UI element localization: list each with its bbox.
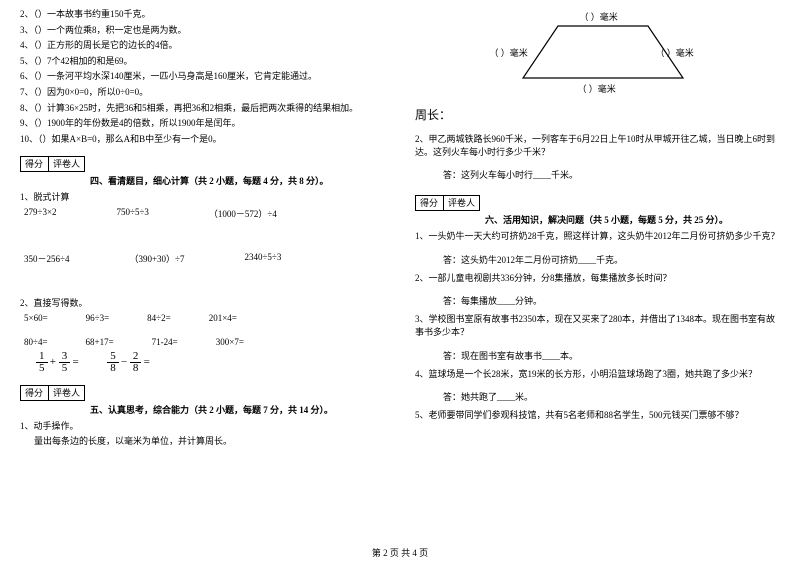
right-column: （ ）毫米 （ ）毫米 （ ）毫米 （ ）毫米 周长： 2、甲乙两城铁路长960… [415,8,780,451]
perimeter-label: 周长： [415,106,780,123]
tf-item: 8、（）计算36×25时，先把36和5相乘，再把36和2相乘，最后把两次乘得的结… [20,102,385,115]
score-label: 得分 [416,196,444,210]
tf-num: 6、（ [20,71,38,81]
score-box: 得分 评卷人 [415,195,480,211]
calc-expr: 300×7= [216,337,244,347]
calc-expr: 2340÷5÷3 [244,252,281,265]
calc-row: 279÷3×2 750÷5÷3 （1000－572）÷4 [20,207,385,220]
q6-2: 2、一部儿童电视剧共336分钟，分8集播放，每集播放多长时间？ [415,272,780,285]
tf-item: 9、（）1900年的年份数是4的倍数，所以1900年是闰年。 [20,117,385,130]
q5-1-sub: 量出每条边的长度，以毫米为单位，并计算周长。 [20,435,385,448]
tf-num: 3、（ [20,25,38,35]
tf-text: ）一条河平均水深140厘米，一匹小马身高是160厘米，它肯定能通过。 [38,71,317,81]
fraction: 15 [36,351,48,374]
fraction: 35 [59,351,71,374]
calc-expr: 96÷3= [86,313,110,323]
equals: = [144,355,150,367]
left-column: 2、（）一本故事书约重150千克。 3、（）一个两位乘8，积一定也是两为数。 4… [20,8,385,451]
q5-1: 1、动手操作。 [20,420,385,433]
trap-label-bottom: （ ）毫米 [578,82,616,95]
section-4-title: 四、看清题目，细心计算（共 2 小题，每题 4 分，共 8 分）。 [90,174,385,187]
calc-expr: 350－256÷4 [24,252,69,265]
tf-item: 4、（）正方形的周长是它的边长的4倍。 [20,39,385,52]
calc2-title: 2、直接写得数。 [20,297,385,310]
equals: = [72,355,78,367]
tf-num: 10、（ [20,134,43,144]
trap-label-right: （ ）毫米 [656,46,694,59]
fraction-row: 15 + 35 = 58 − 28 = [20,351,385,374]
a6-4: 答：她共跑了____米。 [415,390,780,403]
q6-3: 3、学校图书室原有故事书2350本，现在又买来了280本，并借出了1348本。现… [415,313,780,338]
tf-item: 7、（）因为0×0=0，所以0÷0=0。 [20,86,385,99]
calc-row: 5×60= 96÷3= 84÷2= 201×4= [20,313,385,323]
calc1-title: 1、脱式计算 [20,191,385,204]
calc-expr: 201×4= [209,313,237,323]
calc-expr: 68+17= [86,337,114,347]
q6-1: 1、一头奶牛一天大约可挤奶28千克，照这样计算，这头奶牛2012年二月份可挤奶多… [415,230,780,243]
tf-text: ）因为0×0=0，所以0÷0=0。 [38,87,148,97]
tf-num: 9、（ [20,118,38,128]
tf-num: 5、（ [20,56,38,66]
calc-expr: 279÷3×2 [24,207,57,220]
page-footer: 第 2 页 共 4 页 [0,546,800,559]
a6-3: 答：现在图书室有故事书____本。 [415,349,780,362]
fraction: 28 [130,351,142,374]
tf-item: 5、（）7个42相加的和是69。 [20,55,385,68]
right-q2: 2、甲乙两城铁路长960千米，一列客车于6月22日上午10时从甲城开往乙城，当日… [415,133,780,158]
tf-text: ）一个两位乘8，积一定也是两为数。 [38,25,187,35]
score-box: 得分 评卷人 [20,385,85,401]
calc-expr: （390+30）÷7 [129,252,184,265]
grader-label: 评卷人 [49,157,84,171]
tf-list: 2、（）一本故事书约重150千克。 3、（）一个两位乘8，积一定也是两为数。 4… [20,8,385,145]
a6-2: 答：每集播放____分钟。 [415,294,780,307]
right-a2: 答：这列火车每小时行____千米。 [415,168,780,181]
calc-row: 80÷4= 68+17= 71-24= 300×7= [20,337,385,347]
tf-text: ）7个42相加的和是69。 [38,56,133,66]
tf-text: ）如果A×B=0，那么A和B中至少有一个是0。 [43,134,222,144]
tf-text: ）1900年的年份数是4的倍数，所以1900年是闰年。 [38,118,241,128]
calc-expr: （1000－572）÷4 [209,207,277,220]
tf-item: 6、（）一条河平均水深140厘米，一匹小马身高是160厘米，它肯定能通过。 [20,70,385,83]
calc-expr: 5×60= [24,313,48,323]
calc-expr: 84÷2= [147,313,171,323]
score-label: 得分 [21,386,49,400]
tf-num: 2、（ [20,9,38,19]
score-box: 得分 评卷人 [20,156,85,172]
grader-label: 评卷人 [49,386,84,400]
trap-label-left: （ ）毫米 [490,46,528,59]
tf-item: 10、（）如果A×B=0，那么A和B中至少有一个是0。 [20,133,385,146]
tf-num: 8、（ [20,103,38,113]
a6-1: 答：这头奶牛2012年二月份可挤奶____千克。 [415,253,780,266]
tf-text: ）正方形的周长是它的边长的4倍。 [38,40,178,50]
section-5-title: 五、认真思考，综合能力（共 2 小题，每题 7 分，共 14 分）。 [90,403,385,416]
score-label: 得分 [21,157,49,171]
calc-row: 350－256÷4 （390+30）÷7 2340÷5÷3 [20,252,385,265]
q6-5: 5、老师要带同学们参观科技馆，共有5名老师和88名学生，500元钱买门票够不够？ [415,409,780,422]
tf-num: 4、（ [20,40,38,50]
grader-label: 评卷人 [444,196,479,210]
tf-num: 7、（ [20,87,38,97]
trap-label-top: （ ）毫米 [580,10,618,23]
tf-text: ）一本故事书约重150千克。 [38,9,151,19]
q6-4: 4、篮球场是一个长28米，宽19米的长方形，小明沿篮球场跑了3圈，她共跑了多少米… [415,368,780,381]
calc-expr: 71-24= [152,337,178,347]
tf-item: 2、（）一本故事书约重150千克。 [20,8,385,21]
calc-expr: 750÷5÷3 [117,207,149,220]
section-6-title: 六、活用知识，解决问题（共 5 小题，每题 5 分，共 25 分）。 [485,213,780,226]
fraction: 58 [107,351,119,374]
tf-text: ）计算36×25时，先把36和5相乘，再把36和2相乘，最后把两次乘得的结果相加… [38,103,358,113]
trapezoid-figure: （ ）毫米 （ ）毫米 （ ）毫米 （ ）毫米 [498,8,698,98]
calc-expr: 80÷4= [24,337,48,347]
tf-item: 3、（）一个两位乘8，积一定也是两为数。 [20,24,385,37]
